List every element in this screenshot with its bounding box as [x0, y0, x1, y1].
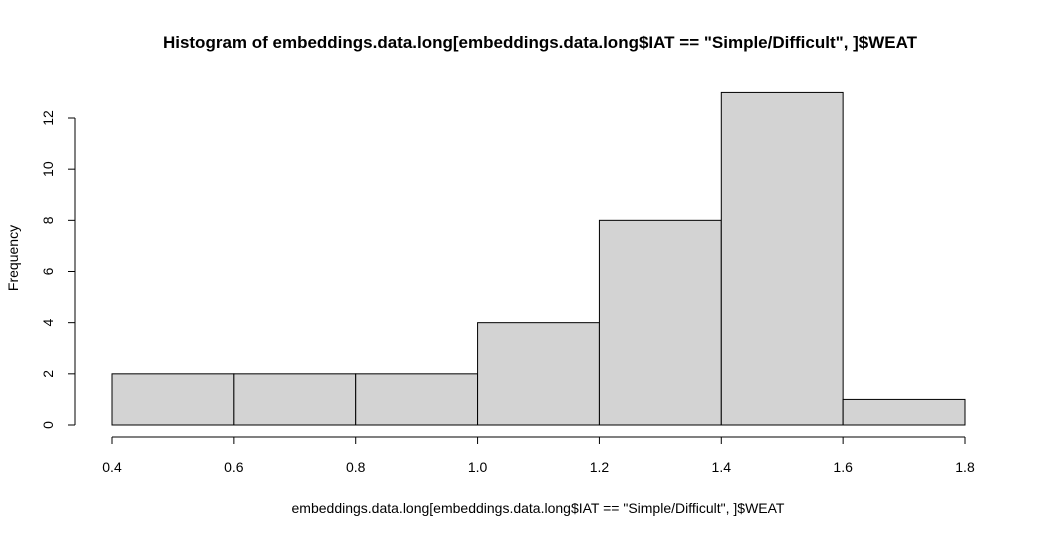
histogram-bar-5	[598, 219, 722, 426]
y-tick-label-1: 2	[40, 370, 56, 378]
x-tick-label-0: 0.4	[102, 459, 122, 475]
histogram-bars	[111, 91, 966, 426]
x-tick-label-1: 0.6	[224, 459, 244, 475]
histogram-bar-7	[842, 398, 966, 426]
y-tick-label-3: 6	[40, 267, 56, 275]
x-axis-label: embeddings.data.long[embeddings.data.lon…	[292, 500, 785, 516]
histogram-bar-1	[111, 373, 235, 426]
y-tick-label-2: 4	[40, 319, 56, 327]
x-tick-label-7: 1.8	[955, 459, 975, 475]
y-axis: 0 2 4 6 8 10 12	[40, 110, 76, 429]
x-tick-label-4: 1.2	[590, 459, 610, 475]
y-tick-label-4: 8	[40, 216, 56, 224]
y-tick-label-6: 12	[40, 110, 56, 126]
histogram-bar-6	[720, 91, 844, 426]
x-tick-label-6: 1.6	[833, 459, 853, 475]
x-tick-label-5: 1.4	[712, 459, 732, 475]
chart-title: Histogram of embeddings.data.long[embedd…	[163, 33, 918, 52]
x-tick-label-3: 1.0	[468, 459, 488, 475]
histogram-bar-3	[355, 373, 479, 426]
y-tick-label-5: 10	[40, 161, 56, 177]
x-axis: 0.4 0.6 0.8 1.0 1.2 1.4 1.6 1.8	[102, 436, 975, 475]
y-axis-label: Frequency	[5, 225, 21, 291]
histogram-bar-2	[233, 373, 357, 426]
y-tick-label-0: 0	[40, 421, 56, 429]
histogram-bar-4	[477, 322, 600, 426]
x-tick-label-2: 0.8	[346, 459, 366, 475]
